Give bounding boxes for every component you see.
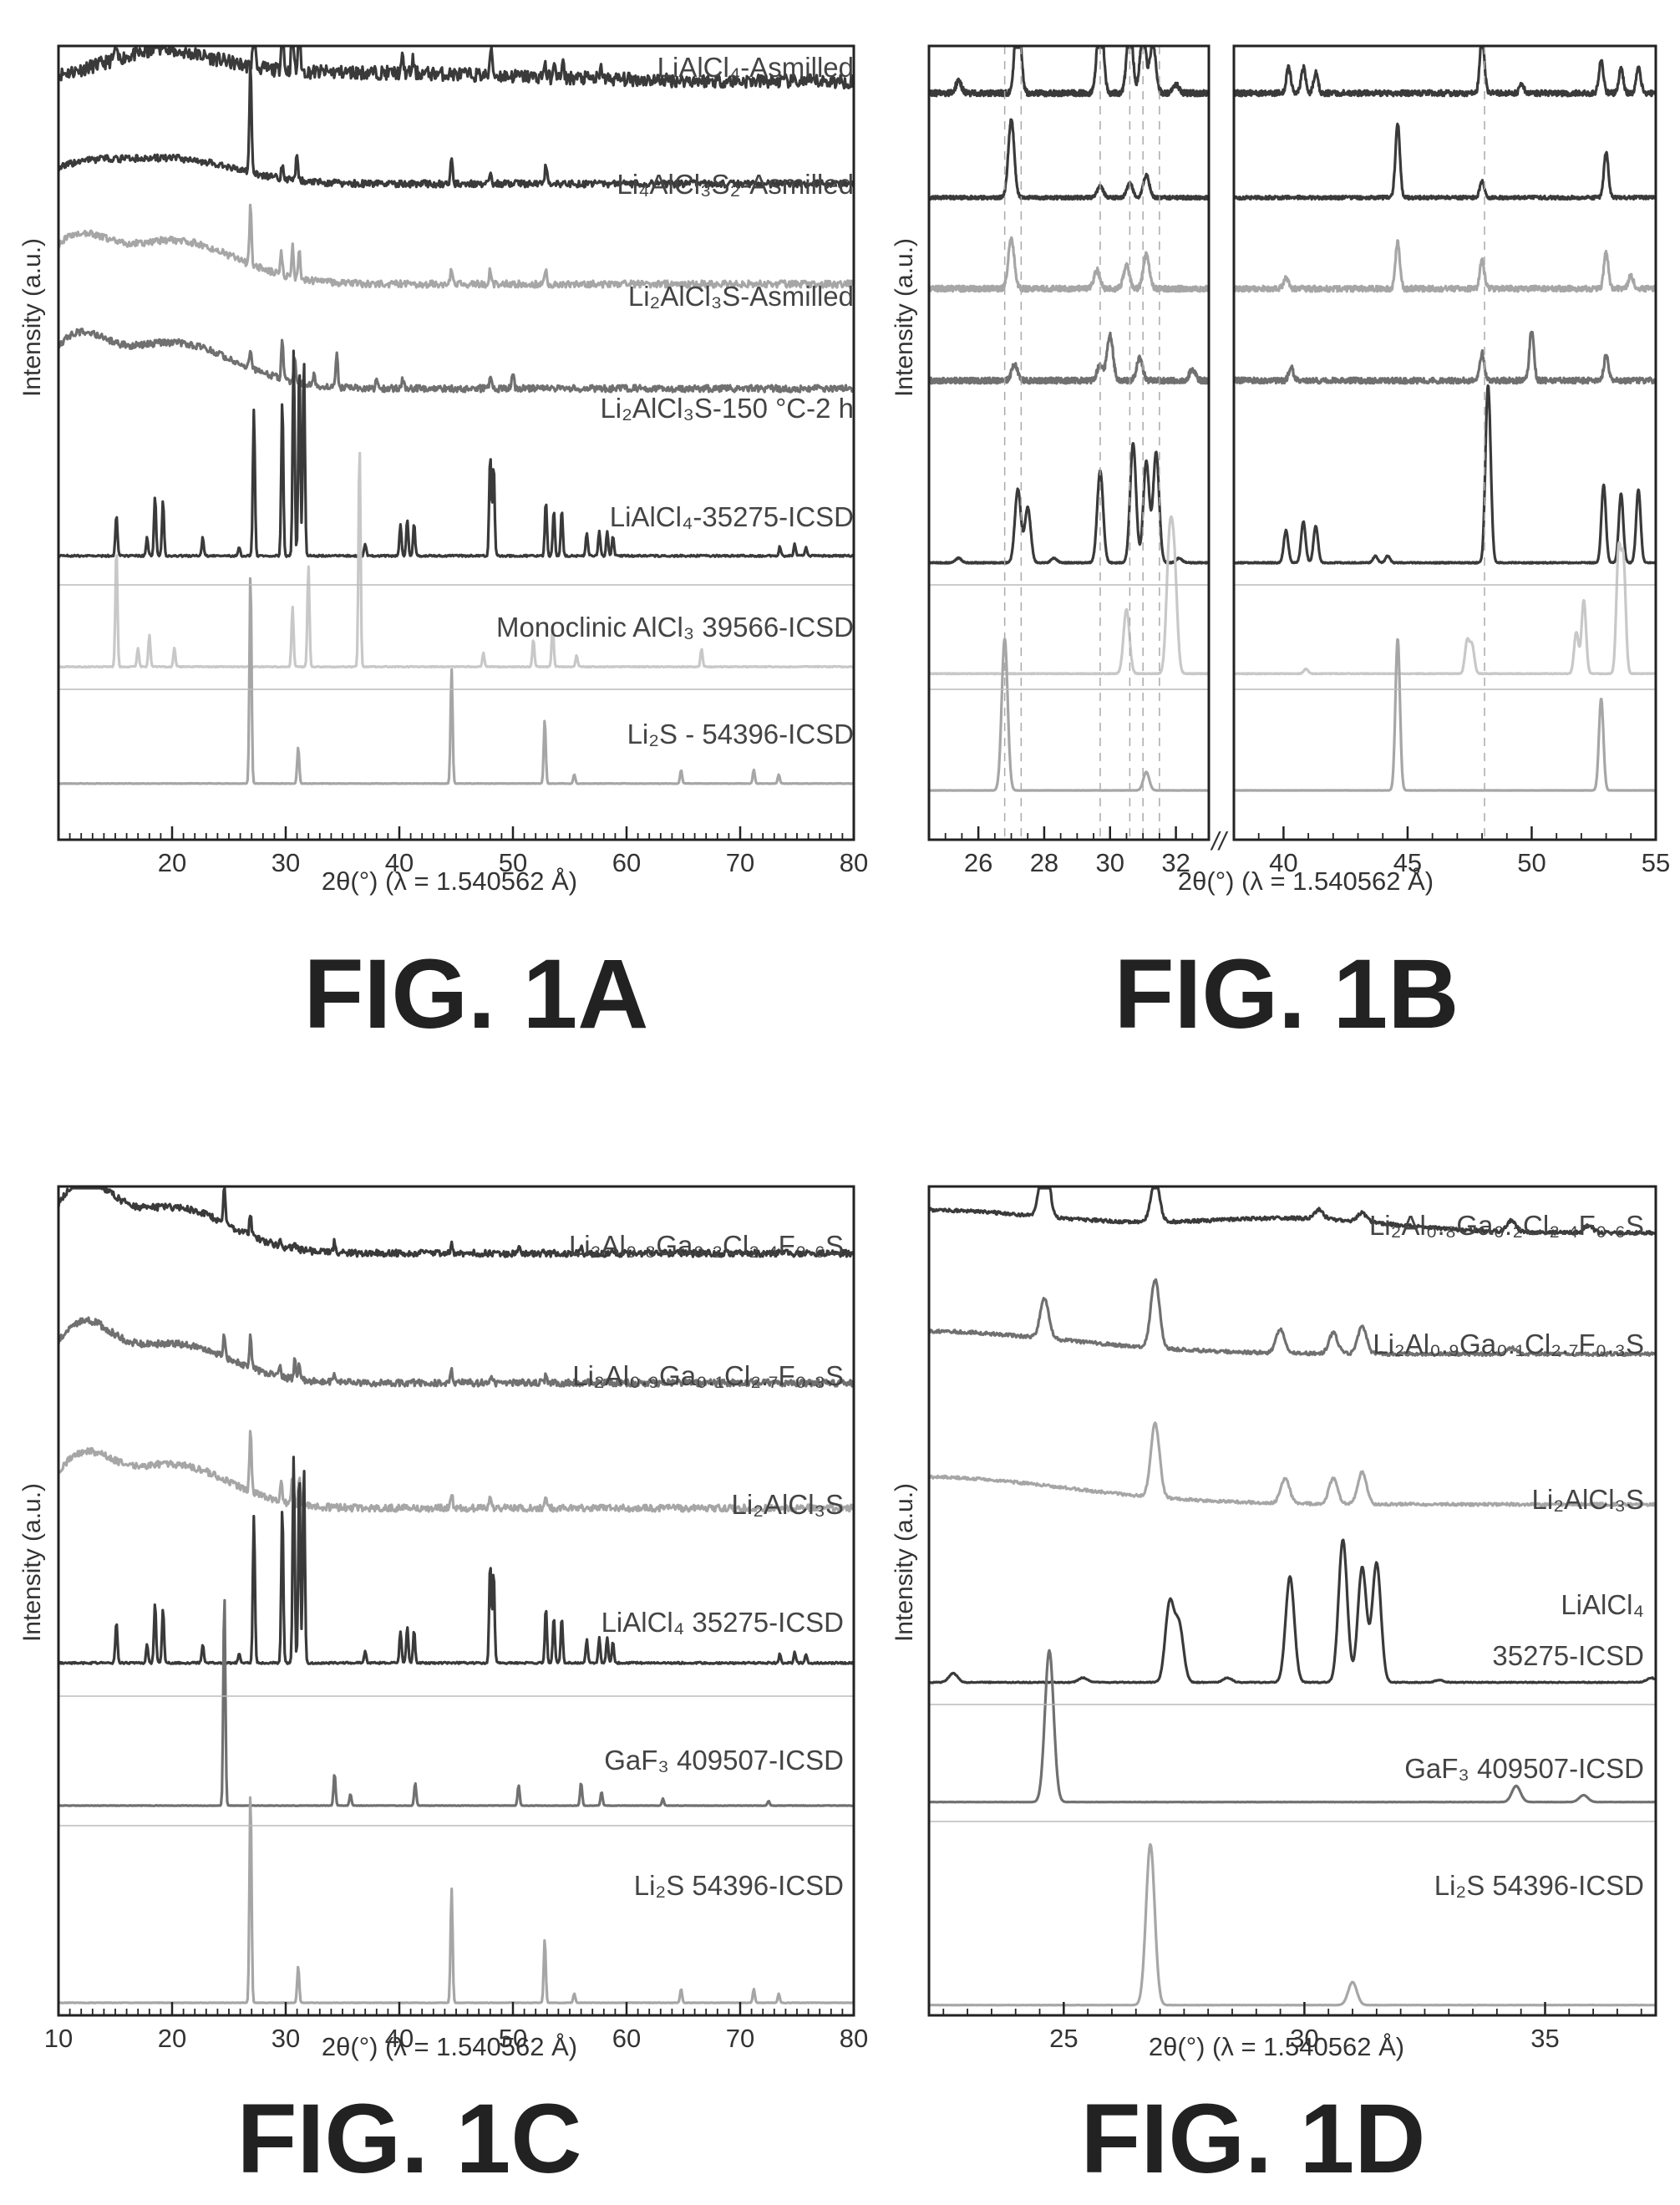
- series-label-1a: Li₂S - 54396-ICSD: [627, 719, 854, 749]
- x-tick-label-1c: 60: [612, 2024, 641, 2053]
- series-line-1b: [1232, 46, 1657, 98]
- series-label-1d: Li₂Al₀.₈Ga₀.₂Cl₂.₄F₀.₆S: [1369, 1210, 1644, 1241]
- ylabel-1c: Intensity (a.u.): [18, 1483, 46, 1642]
- ylabel-1b: Intensity (a.u.): [891, 238, 918, 397]
- series-label-1c: Li₂AlCl₃S: [732, 1489, 844, 1520]
- frame-layer: [57, 44, 1657, 2017]
- series-line-1a: [58, 577, 855, 785]
- series-line-1b: [1232, 384, 1657, 565]
- series-label-1d: LiAlCl₄: [1561, 1589, 1644, 1620]
- figure-label-1b: FIG. 1B: [1114, 939, 1459, 1049]
- x-tick-label-1b: 32: [1161, 848, 1190, 877]
- series-line-1c: [58, 1456, 855, 1665]
- x-tick-label-1a: 50: [499, 848, 527, 877]
- series-line-1a: [58, 451, 855, 669]
- x-tick-label-1d: 35: [1530, 2024, 1559, 2053]
- series-line-1b: [1232, 239, 1657, 293]
- series-line-1b: [927, 442, 1211, 565]
- x-tick-label-1a: 80: [840, 848, 868, 877]
- x-tick-label-1d: 30: [1290, 2024, 1318, 2053]
- series-line-1d: [927, 1421, 1657, 1507]
- x-tick-label-1c: 40: [385, 2024, 414, 2053]
- series-label-1c: GaF₃ 409507-ICSD: [604, 1745, 844, 1776]
- xlabel-1c: 2θ(°) (λ = 1.540562 Å): [322, 2032, 577, 2061]
- series-label-1c: Li₂S 54396-ICSD: [634, 1870, 844, 1901]
- xlabel-1b: 2θ(°) (λ = 1.540562 Å): [1178, 866, 1434, 896]
- x-tick-label-1b: 26: [964, 848, 992, 877]
- x-tick-label-1b: 50: [1517, 848, 1545, 877]
- series-line-1a: [57, 203, 855, 289]
- series-line-1c: [58, 1598, 855, 1807]
- series-label-1c: Li₂Al₀.₉Ga₀.₁Cl₂.₇F₀.₃S: [572, 1360, 844, 1391]
- series-line-1b: [1233, 638, 1657, 792]
- series-line-1b: [927, 118, 1211, 201]
- series-line-1d: [928, 1842, 1657, 2007]
- x-tick-label-1c: 80: [840, 2024, 868, 2053]
- figure-label-1c: FIG. 1C: [236, 2084, 581, 2194]
- series-line-1b: [927, 331, 1211, 385]
- series-label-1a: Li₂AlCl₃S-Asmilled: [628, 281, 854, 312]
- x-tick-label-1b: 40: [1269, 848, 1297, 877]
- x-tick-label-1a: 40: [385, 848, 414, 877]
- series-label-1d: Li₂S 54396-ICSD: [1434, 1870, 1644, 1901]
- series-line-1c: [57, 1186, 855, 1258]
- series-layer: [57, 46, 1657, 2007]
- xlabel-1d: 2θ(°) (λ = 1.540562 Å): [1149, 2032, 1404, 2061]
- figure-label-1a: FIG. 1A: [303, 939, 648, 1049]
- x-tick-label-1a: 70: [726, 848, 754, 877]
- ylabel-1d: Intensity (a.u.): [891, 1483, 918, 1642]
- series-label-1a: LiAlCl₄-Asmilled: [657, 52, 854, 83]
- series-label-1c: Li₂Al₀.₈Ga₀.₂Cl₂.₄F₀.₆S: [569, 1230, 844, 1261]
- series-line-1b: [1232, 122, 1657, 201]
- series-line-1d: [928, 1649, 1657, 1804]
- series-label-1a: LiAlCl₄-35275-ICSD: [610, 501, 854, 532]
- plot-frame-1b-right: [1232, 44, 1657, 841]
- series-label-1d: Li₂AlCl₃S: [1532, 1484, 1644, 1515]
- x-tick-label-1a: 20: [158, 848, 186, 877]
- series-label-1d: Li₂Al₀.₉Ga₀.₁Cl₂.₇F₀.₃S: [1373, 1329, 1644, 1359]
- ylabel-1a: Intensity (a.u.): [18, 238, 46, 397]
- series-line-1d: [928, 1538, 1657, 1684]
- series-line-1a: [57, 62, 855, 189]
- xlabel-1a: 2θ(°) (λ = 1.540562 Å): [322, 866, 577, 896]
- series-line-1b: [927, 236, 1211, 293]
- x-tick-label-1a: 30: [272, 848, 300, 877]
- series-line-1a: [57, 328, 855, 394]
- x-tick-label-1a: 60: [612, 848, 641, 877]
- series-label-1a: Li₄AlCl₃S₂-Asmilled: [617, 169, 854, 200]
- x-tick-label-1b: 45: [1393, 848, 1422, 877]
- series-line-1b: [927, 515, 1211, 676]
- series-line-1b: [1232, 541, 1657, 676]
- series-label-1c: LiAlCl₄ 35275-ICSD: [601, 1607, 844, 1638]
- series-label-1d: 35275-ICSD: [1492, 1640, 1644, 1671]
- series-line-1d: [927, 1186, 1657, 1236]
- series-line-1a: [58, 349, 855, 558]
- plot-frame-1b-left: [927, 44, 1211, 841]
- axis-break-mark: //: [1210, 826, 1229, 856]
- series-label-1a: Monoclinic AlCl₃ 39566-ICSD: [496, 612, 854, 643]
- x-tick-label-1c: 20: [158, 2024, 186, 2053]
- x-tick-label-1c: 50: [499, 2024, 527, 2053]
- series-line-1b: [927, 638, 1211, 792]
- series-label-1d: GaF₃ 409507-ICSD: [1404, 1753, 1644, 1784]
- x-tick-label-1c: 70: [726, 2024, 754, 2053]
- series-line-1d: [928, 1278, 1657, 1358]
- plot-frame-1d: [927, 1185, 1657, 2017]
- x-tick-label-1b: 30: [1096, 848, 1124, 877]
- x-tick-label-1c: 30: [272, 2024, 300, 2053]
- series-line-1c: [58, 1796, 855, 2004]
- series-line-1c: [57, 1316, 855, 1388]
- x-tick-label-1d: 25: [1049, 2024, 1078, 2053]
- x-tick-label-1c: 10: [44, 2024, 73, 2053]
- series-line-1a: [57, 46, 855, 90]
- figure-label-1d: FIG. 1D: [1080, 2084, 1425, 2194]
- series-label-1a: Li₂AlCl₃S-150 °C-2 h: [600, 393, 854, 424]
- x-tick-label-1b: 55: [1642, 848, 1670, 877]
- text-layer: Intensity (a.u.) Intensity (a.u.) Intens…: [18, 52, 1670, 2194]
- series-line-1c: [57, 1430, 855, 1513]
- x-tick-label-1b: 28: [1030, 848, 1058, 877]
- series-line-1b: [927, 46, 1211, 98]
- series-line-1b: [1232, 330, 1657, 385]
